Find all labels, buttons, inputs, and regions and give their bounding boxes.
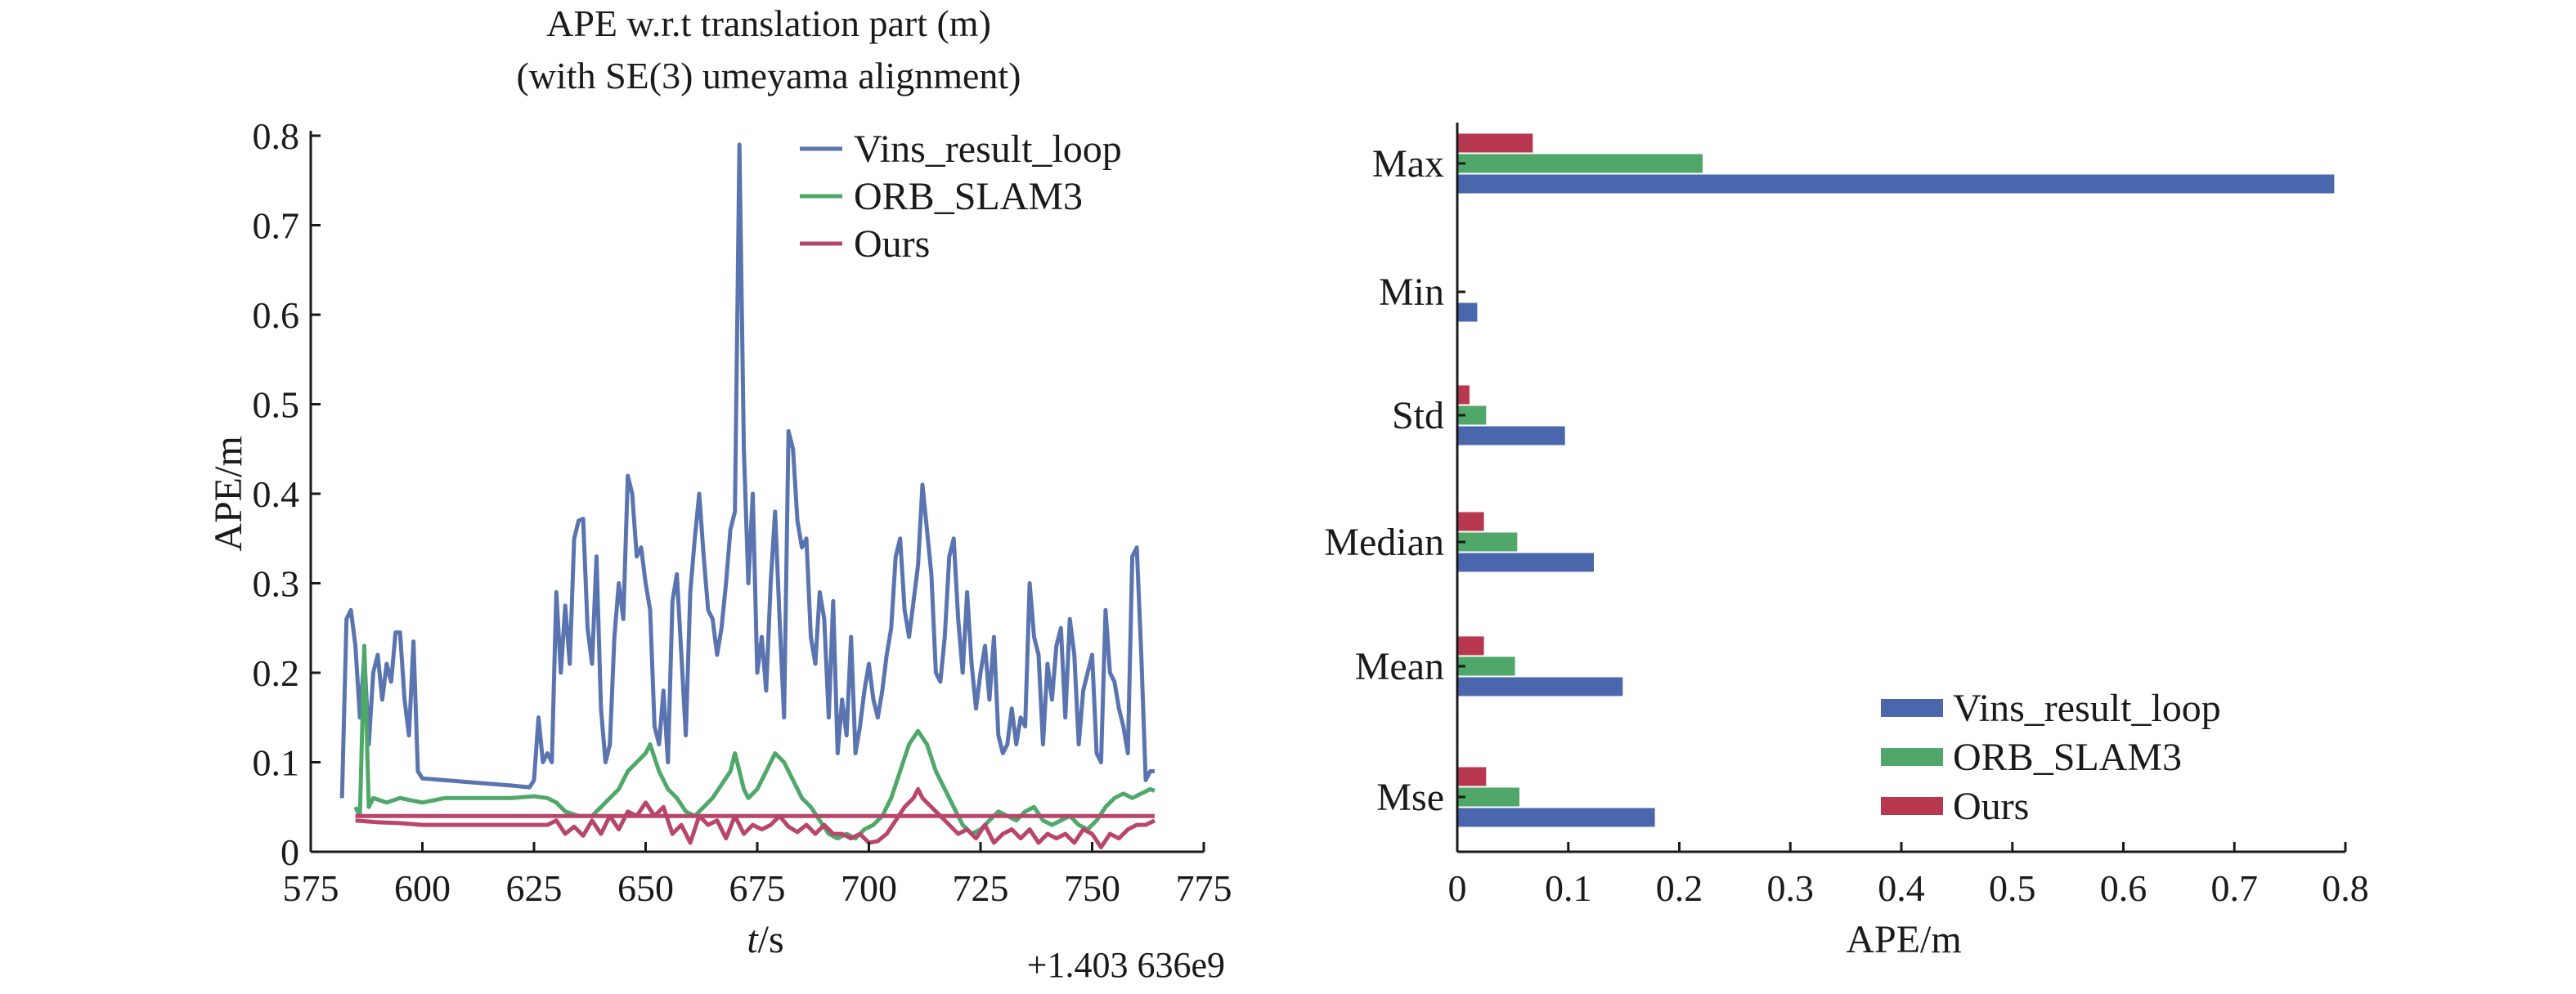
bar-x-tick-label: 0.3 xyxy=(1767,867,1815,909)
line-legend-label: Ours xyxy=(854,222,930,266)
bar-category-label: Mean xyxy=(1355,645,1444,688)
line-x-tick-label: 725 xyxy=(953,867,1009,909)
line-y-tick-label: 0.4 xyxy=(253,473,300,515)
line-chart: APE w.r.t translation part (m) (with SE(… xyxy=(207,2,1232,985)
bar-median-0 xyxy=(1457,553,1594,572)
bar-mse-1 xyxy=(1457,787,1519,807)
bar-category-label: Min xyxy=(1379,271,1444,314)
line-y-tick-label: 0.6 xyxy=(253,294,300,336)
line-x-ticks: 575 600 625 650 675 700 725 750 775 xyxy=(283,842,1232,909)
bar-median-2 xyxy=(1457,512,1484,531)
bar-x-tick-label: 0.2 xyxy=(1656,867,1703,909)
line-x-axis-title: t/s xyxy=(747,918,783,961)
bar-legend-label: Ours xyxy=(1953,785,2029,828)
bar-x-axis-title: APE/m xyxy=(1846,918,1961,961)
line-x-tick-label: 675 xyxy=(729,867,786,909)
series-line-1 xyxy=(353,643,1156,841)
line-y-ticks: 0 0.1 0.2 0.3 0.4 0.5 0.6 0.7 0.8 xyxy=(253,115,321,873)
line-x-tick-label: 625 xyxy=(506,867,563,909)
bar-legend: Vins_result_loop ORB_SLAM3 Ours xyxy=(1881,687,2221,828)
bar-x-tick-label: 0.1 xyxy=(1545,867,1592,909)
bar-category-labels: Max Min Std Median Mean Mse xyxy=(1324,142,1465,819)
line-axes xyxy=(309,131,1204,853)
bar-category-label: Std xyxy=(1392,394,1444,437)
line-y-axis-title: APE/m xyxy=(207,436,250,551)
bar-mean-1 xyxy=(1457,656,1515,676)
bar-x-tick-label: 0.4 xyxy=(1878,867,1925,909)
line-x-tick-label: 600 xyxy=(394,867,451,909)
line-legend-label: ORB_SLAM3 xyxy=(854,175,1083,218)
bar-mean-2 xyxy=(1457,636,1484,656)
line-x-axis-title-unit: /s xyxy=(758,918,784,961)
bar-category-label: Max xyxy=(1372,142,1444,186)
bar-category-label: Mse xyxy=(1376,776,1444,819)
line-y-tick-label: 0.3 xyxy=(253,563,300,605)
bar-min-0 xyxy=(1457,302,1478,322)
bar-legend-swatch xyxy=(1881,699,1943,717)
bar-legend-swatch xyxy=(1881,748,1943,766)
bar-x-tick-label: 0.7 xyxy=(2211,867,2259,909)
bar-x-tick-label: 0.6 xyxy=(2100,867,2147,909)
line-y-tick-label: 0.2 xyxy=(253,652,300,694)
bar-mean-0 xyxy=(1457,677,1623,696)
bar-std-1 xyxy=(1457,405,1487,425)
line-y-tick-label: 0.1 xyxy=(253,742,300,784)
bar-legend-label: Vins_result_loop xyxy=(1953,687,2221,730)
bar-plot-area xyxy=(1457,133,2335,827)
bar-x-tick-label: 0.8 xyxy=(2322,867,2369,909)
bar-legend-label: ORB_SLAM3 xyxy=(1953,736,2182,779)
line-x-tick-label: 650 xyxy=(617,867,674,909)
chart-title: APE w.r.t translation part (m) xyxy=(546,2,991,44)
bar-max-2 xyxy=(1457,133,1533,153)
x-offset-label: +1.403 636e9 xyxy=(1027,945,1225,985)
line-x-axis-title-italic: t xyxy=(747,918,759,961)
bar-max-1 xyxy=(1457,154,1703,173)
line-x-tick-label: 575 xyxy=(283,867,339,909)
bar-mse-2 xyxy=(1457,767,1487,786)
bar-max-0 xyxy=(1457,174,2335,194)
chart-subtitle: (with SE(3) umeyama alignment) xyxy=(516,55,1021,96)
line-plot-area xyxy=(339,142,1156,849)
series-line-0 xyxy=(339,142,1155,799)
line-legend-label: Vins_result_loop xyxy=(854,128,1122,171)
bar-std-2 xyxy=(1457,385,1470,405)
bar-legend-swatch xyxy=(1881,797,1943,815)
bar-category-label: Median xyxy=(1324,521,1444,564)
line-x-tick-label: 700 xyxy=(841,867,897,909)
bar-x-tick-label: 0.5 xyxy=(1989,867,2036,909)
bar-median-1 xyxy=(1457,532,1518,552)
bar-mse-0 xyxy=(1457,808,1655,827)
bar-x-ticks: 0 0.1 0.2 0.3 0.4 0.5 0.6 0.7 0.8 xyxy=(1448,842,2369,909)
bar-axes xyxy=(1456,123,2345,853)
line-y-tick-label: 0.8 xyxy=(253,115,300,157)
series-line-2 xyxy=(355,786,1156,849)
line-x-tick-label: 750 xyxy=(1064,867,1120,909)
line-y-tick-label: 0 xyxy=(280,831,299,873)
bar-std-0 xyxy=(1457,426,1565,446)
line-y-tick-label: 0.7 xyxy=(253,205,300,247)
bar-x-tick-label: 0 xyxy=(1448,867,1467,909)
line-y-tick-label: 0.5 xyxy=(253,384,300,426)
line-x-tick-label: 775 xyxy=(1176,867,1232,909)
